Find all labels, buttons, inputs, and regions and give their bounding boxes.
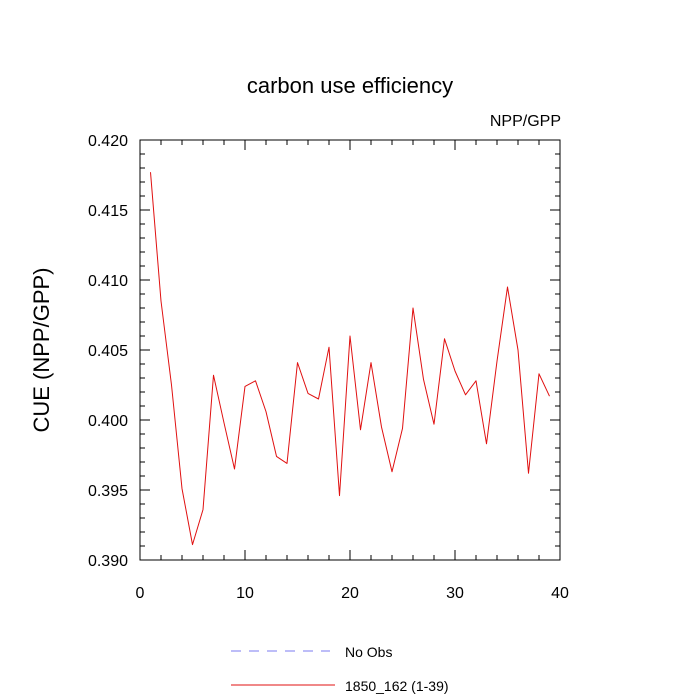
x-tick-label: 10 xyxy=(236,585,254,602)
x-tick-labels: 0 10 20 30 40 xyxy=(136,585,569,602)
y-tick-label: 0.395 xyxy=(88,483,128,500)
x-tick-label: 30 xyxy=(446,585,464,602)
plot-frame xyxy=(139,139,561,561)
y-tick-label: 0.390 xyxy=(88,553,128,570)
y-tick-label: 0.405 xyxy=(88,343,128,360)
series-line-1 xyxy=(150,172,550,546)
series-lines xyxy=(150,172,550,546)
y-tick-label: 0.415 xyxy=(88,203,128,220)
y-tick-label: 0.410 xyxy=(88,273,128,290)
axis-ticks xyxy=(139,139,561,561)
x-tick-label: 40 xyxy=(551,585,569,602)
legend: No Obs 1850_162 (1-39) xyxy=(231,644,449,694)
y-tick-label: 0.420 xyxy=(88,133,128,150)
y-axis-label: CUE (NPP/GPP) xyxy=(29,267,54,432)
legend-label-no-obs: No Obs xyxy=(345,644,392,660)
y-tick-labels: 0.390 0.395 0.400 0.405 0.410 0.415 0.420 xyxy=(88,133,128,570)
chart-title: carbon use efficiency xyxy=(247,73,453,98)
x-tick-label: 20 xyxy=(341,585,359,602)
y-tick-label: 0.400 xyxy=(88,413,128,430)
corner-label: NPP/GPP xyxy=(490,113,561,130)
x-tick-label: 0 xyxy=(136,585,145,602)
legend-label-1850-162: 1850_162 (1-39) xyxy=(345,678,449,694)
